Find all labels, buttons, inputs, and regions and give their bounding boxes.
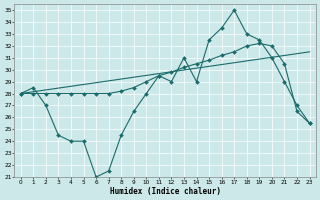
X-axis label: Humidex (Indice chaleur): Humidex (Indice chaleur) <box>110 187 220 196</box>
